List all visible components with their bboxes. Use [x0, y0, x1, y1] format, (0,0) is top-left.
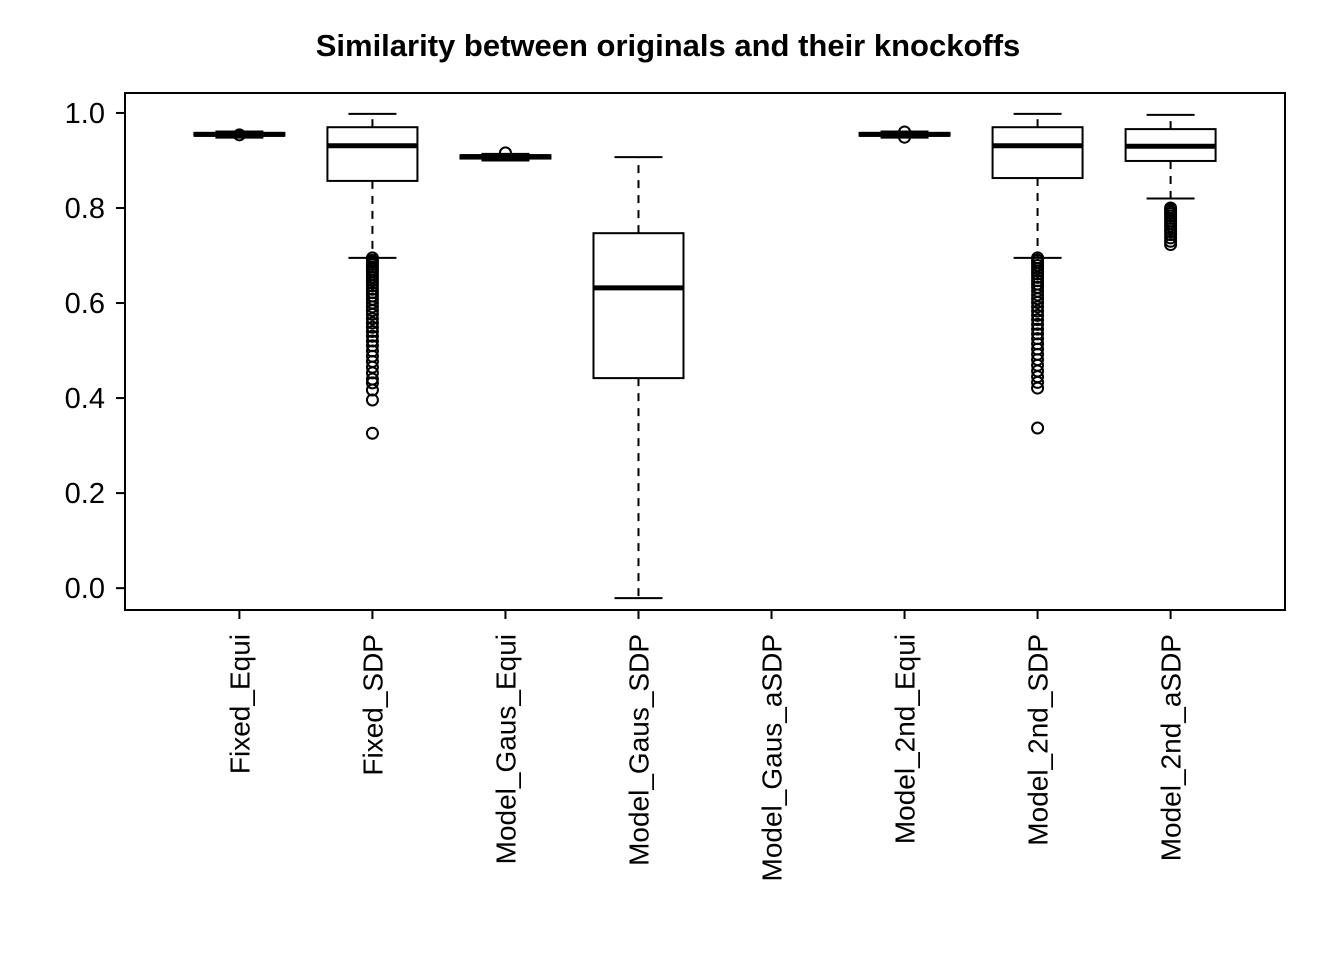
y-tick-label: 0.0: [65, 573, 105, 605]
x-category-label: Model_Gaus_SDP: [623, 634, 654, 866]
iqr-box: [326, 126, 419, 182]
outlier-point: [365, 426, 379, 440]
outlier-point: [898, 130, 912, 144]
outlier-point: [898, 125, 912, 139]
outlier-point: [365, 325, 379, 339]
box-group-Model_2nd_aSDP: [1124, 113, 1217, 252]
outlier-point: [365, 393, 379, 407]
outlier-point: [1031, 381, 1045, 395]
outlier-point: [498, 146, 512, 160]
y-tick-label: 0.8: [65, 193, 105, 225]
outlier-point: [365, 320, 379, 334]
x-category-label: Fixed_Equi: [224, 634, 255, 774]
outlier-point: [365, 304, 379, 318]
outlier-point: [1031, 296, 1045, 310]
outlier-point: [1031, 421, 1045, 435]
outlier-point: [365, 307, 379, 321]
y-tick-label: 0.4: [65, 383, 105, 415]
y-tick-label: 1.0: [65, 98, 105, 130]
outlier-point: [1164, 238, 1178, 252]
outlier-point: [232, 128, 246, 142]
iqr-box: [991, 126, 1084, 180]
plot-border: [124, 92, 1286, 611]
box-group-Model_2nd_Equi: [858, 125, 951, 144]
chart-title: Similarity between originals and their k…: [316, 28, 1021, 63]
outlier-point: [1031, 292, 1045, 306]
outlier-point: [365, 376, 379, 390]
x-category-label: Model_2nd_Equi: [890, 634, 921, 844]
outlier-point: [365, 383, 379, 397]
x-category-label: Model_2nd_SDP: [1023, 634, 1054, 846]
x-category-label: Model_2nd_aSDP: [1156, 634, 1187, 861]
x-category-label: Model_Gaus_aSDP: [757, 634, 788, 881]
outlier-point: [1031, 375, 1045, 389]
outlier-point: [1031, 300, 1045, 314]
iqr-box: [592, 232, 685, 380]
outlier-point: [365, 366, 379, 380]
box-group-Fixed_Equi: [193, 128, 286, 142]
box-group-Fixed_SDP: [326, 112, 419, 440]
box-group-Model_2nd_SDP: [991, 112, 1084, 435]
y-tick-label: 0.2: [65, 478, 105, 510]
x-category-label: Fixed_SDP: [357, 634, 388, 776]
outlier-point: [365, 334, 379, 348]
outlier-point: [1031, 304, 1045, 318]
outlier-point: [1031, 317, 1045, 331]
outlier-point: [365, 312, 379, 326]
plot-area: 0.0 0.2 0.4 0.6 0.8 1.0 Fixed_Equi Fixed_SDP Mod…: [65, 92, 1286, 881]
outlier-point: [1031, 327, 1045, 341]
outlier-point: [1031, 313, 1045, 327]
y-tick-label: 0.6: [65, 288, 105, 320]
outlier-point: [365, 329, 379, 343]
x-category-label: Model_Gaus_Equi: [490, 634, 521, 864]
outlier-point: [365, 316, 379, 330]
outlier-point: [1031, 308, 1045, 322]
box-group-Model_Gaus_SDP: [592, 156, 685, 600]
outlier-point: [1031, 322, 1045, 336]
box-group-Model_Gaus_Equi: [459, 146, 552, 162]
